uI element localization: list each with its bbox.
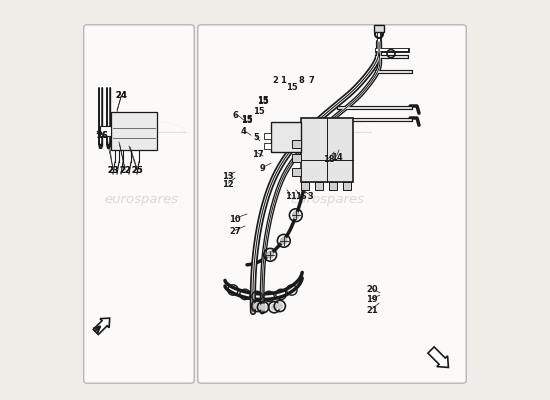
Bar [329, 182, 337, 190]
FancyArrow shape [428, 347, 448, 368]
Text: 6: 6 [233, 111, 239, 120]
Text: 13: 13 [222, 172, 234, 181]
Text: 14: 14 [331, 153, 343, 162]
Text: 24: 24 [115, 92, 127, 100]
Text: 15: 15 [286, 84, 298, 92]
Bar [292, 168, 301, 176]
Bar [301, 118, 353, 182]
Text: 15: 15 [257, 96, 269, 105]
Text: 7: 7 [308, 76, 314, 85]
Text: 15: 15 [257, 98, 269, 106]
Text: 26: 26 [96, 132, 108, 140]
Text: 19: 19 [366, 296, 378, 304]
Text: 12: 12 [222, 180, 234, 189]
Text: 22: 22 [119, 166, 131, 174]
Text: 17: 17 [251, 150, 263, 159]
Bar [264, 133, 271, 139]
Text: 2: 2 [273, 76, 279, 85]
Text: 15: 15 [253, 108, 265, 116]
Text: 8: 8 [299, 76, 304, 85]
Text: 21: 21 [366, 306, 378, 315]
Text: 26: 26 [96, 132, 108, 140]
Circle shape [280, 238, 287, 244]
Circle shape [254, 303, 260, 309]
Text: 11: 11 [285, 192, 297, 201]
Bar [343, 182, 351, 190]
Text: 15: 15 [241, 116, 253, 125]
Bar [315, 182, 323, 190]
Bar [111, 112, 157, 150]
Text: eurospares: eurospares [104, 194, 178, 206]
Bar [271, 122, 301, 152]
Text: 3: 3 [307, 192, 313, 201]
Text: 25: 25 [131, 166, 143, 174]
Circle shape [277, 303, 283, 309]
FancyBboxPatch shape [198, 25, 466, 383]
Circle shape [267, 252, 273, 258]
Bar [374, 25, 384, 32]
Bar [264, 143, 271, 149]
FancyArrow shape [94, 318, 109, 334]
Text: 4: 4 [241, 128, 247, 136]
Circle shape [260, 304, 266, 310]
Bar [301, 182, 309, 190]
Text: 9: 9 [260, 164, 266, 173]
Text: 15: 15 [241, 116, 253, 124]
Text: 5: 5 [253, 133, 258, 142]
FancyBboxPatch shape [84, 25, 194, 383]
Circle shape [293, 212, 299, 218]
Text: eurospares: eurospares [290, 194, 364, 206]
Circle shape [271, 304, 277, 310]
Text: 24: 24 [115, 92, 127, 100]
Text: 10: 10 [229, 216, 241, 224]
Bar [292, 154, 301, 162]
Text: 27: 27 [229, 228, 241, 236]
Text: 23: 23 [107, 166, 119, 174]
Text: 25: 25 [131, 166, 143, 174]
Text: 23: 23 [107, 166, 119, 174]
Bar [292, 140, 301, 148]
Text: 18: 18 [323, 156, 334, 164]
Text: 16: 16 [295, 192, 306, 201]
Text: 1: 1 [280, 76, 286, 85]
Bar [100, 126, 111, 136]
Text: 20: 20 [366, 286, 378, 294]
Text: 22: 22 [119, 166, 131, 174]
